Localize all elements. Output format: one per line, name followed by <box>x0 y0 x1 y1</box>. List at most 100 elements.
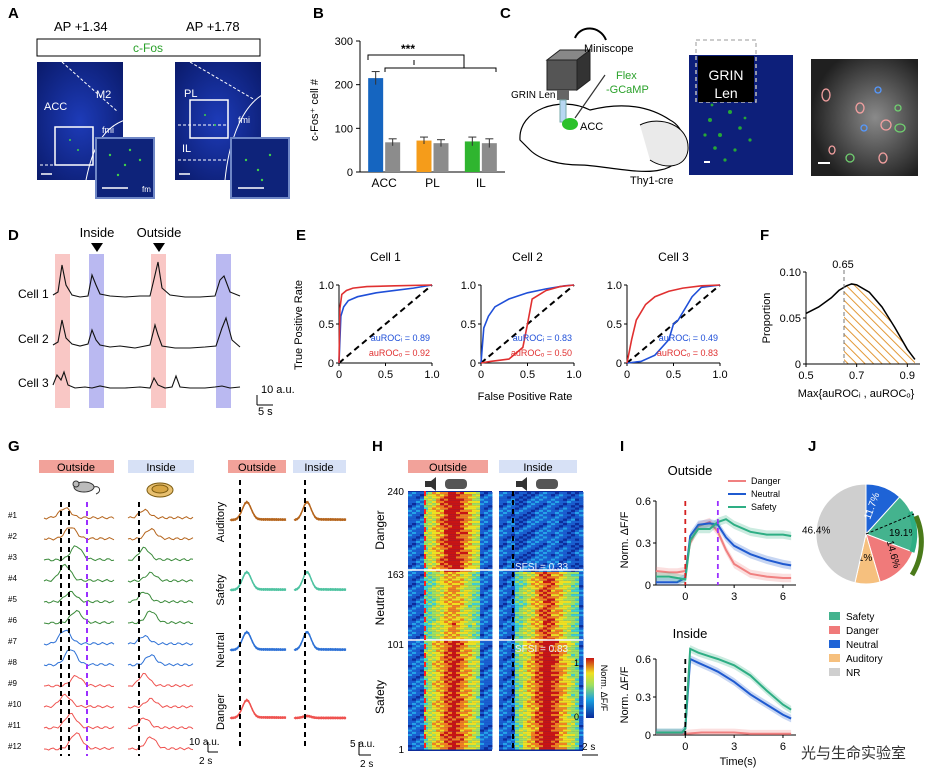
heat-cell <box>523 629 528 632</box>
heat-cell <box>535 567 540 570</box>
panel-a: AP +1.34 AP +1.78 c-Fos ACC M2 fmi fm <box>36 19 290 199</box>
heat-cell <box>464 656 469 659</box>
heat-cell <box>484 607 489 610</box>
heat-cell <box>432 687 437 690</box>
heat-cell <box>420 507 425 510</box>
heat-cell <box>416 525 421 528</box>
heat-cell <box>460 727 465 730</box>
heat-cell <box>575 567 580 570</box>
heat-cell <box>472 714 477 717</box>
heat-cell <box>472 549 477 552</box>
heat-cell <box>551 649 556 652</box>
heat-cell <box>555 625 560 628</box>
heat-cell <box>416 658 421 661</box>
heat-cell <box>484 736 489 739</box>
heat-cell <box>527 676 532 679</box>
heat-cell <box>420 569 425 572</box>
heat-cell <box>499 689 504 692</box>
heat-cell <box>460 583 465 586</box>
heat-cell <box>408 727 413 730</box>
heat-cell <box>432 560 437 564</box>
heat-cell <box>523 733 528 737</box>
heat-cell <box>488 709 493 712</box>
heat-cell <box>567 545 572 548</box>
heat-cell <box>551 620 556 623</box>
heat-cell <box>452 565 457 568</box>
heat-cell <box>571 616 576 619</box>
heat-cell <box>507 711 512 714</box>
heat-cell <box>444 714 449 717</box>
heat-cell <box>416 625 421 628</box>
heat-cell <box>499 558 504 561</box>
heat-cell <box>464 616 469 619</box>
heat-cell <box>555 514 560 517</box>
g-row-9: #9 <box>8 679 17 688</box>
heat-cell <box>432 640 437 643</box>
heat-cell <box>480 494 485 497</box>
heat-cell <box>523 565 528 568</box>
heat-cell <box>424 705 429 708</box>
heat-cell <box>567 651 572 655</box>
heat-cell <box>571 611 576 615</box>
heat-cell <box>452 682 457 686</box>
heat-cell <box>575 492 580 495</box>
heat-cell <box>535 538 540 541</box>
heat-cell <box>547 556 552 559</box>
heat-cell <box>484 720 489 723</box>
heat-cell <box>484 587 489 590</box>
heat-cell <box>531 738 536 741</box>
heat-cell <box>460 731 465 734</box>
heat-cell <box>579 731 584 734</box>
heat-cell <box>436 736 441 739</box>
heat-cell <box>452 498 457 501</box>
heat-cell <box>416 594 421 597</box>
heat-cell <box>515 507 520 510</box>
g-average-traces <box>229 500 347 720</box>
heat-cell <box>444 516 449 519</box>
heat-cell <box>523 578 528 581</box>
heat-cell <box>468 725 473 728</box>
heat-cell <box>563 543 568 546</box>
heat-cell <box>499 674 504 677</box>
heat-cell <box>519 616 524 619</box>
heat-cell <box>444 736 449 739</box>
heat-cell <box>499 492 504 495</box>
heat-cell <box>555 636 560 639</box>
heat-cell <box>432 569 437 572</box>
heat-cell <box>448 514 453 517</box>
heat-cell <box>416 629 421 632</box>
heat-cell <box>515 689 520 692</box>
heat-cell <box>428 540 433 544</box>
calcium-imaging-fov <box>811 59 918 176</box>
heat-cell <box>563 665 568 668</box>
heat-cell <box>484 605 489 608</box>
heat-cell <box>527 636 532 639</box>
heat-cell <box>547 523 552 526</box>
heat-cell <box>507 571 512 575</box>
heat-cell <box>432 551 437 555</box>
heat-cell <box>539 571 544 575</box>
heat-cell <box>448 622 453 626</box>
heat-cell <box>567 509 572 512</box>
heat-cell <box>484 531 489 535</box>
heat-cell <box>452 658 457 661</box>
heat-cell <box>480 583 485 586</box>
heat-cell <box>507 698 512 701</box>
heat-cell <box>420 603 425 606</box>
heat-cell <box>472 709 477 712</box>
heat-cell <box>444 725 449 728</box>
heat-cell <box>503 687 508 690</box>
heat-cell <box>547 574 552 577</box>
heat-cell <box>551 600 556 603</box>
heat-cell <box>428 674 433 677</box>
heat-cell <box>567 607 572 610</box>
heat-cell <box>480 554 485 557</box>
heat-cell <box>579 696 584 699</box>
heat-cell <box>460 547 465 550</box>
heat-cell <box>476 665 481 668</box>
heat-cell <box>543 714 548 717</box>
heat-cell <box>535 696 540 699</box>
label-pl: PL <box>184 88 197 100</box>
heat-cell <box>428 511 433 515</box>
heat-cell <box>476 560 481 564</box>
